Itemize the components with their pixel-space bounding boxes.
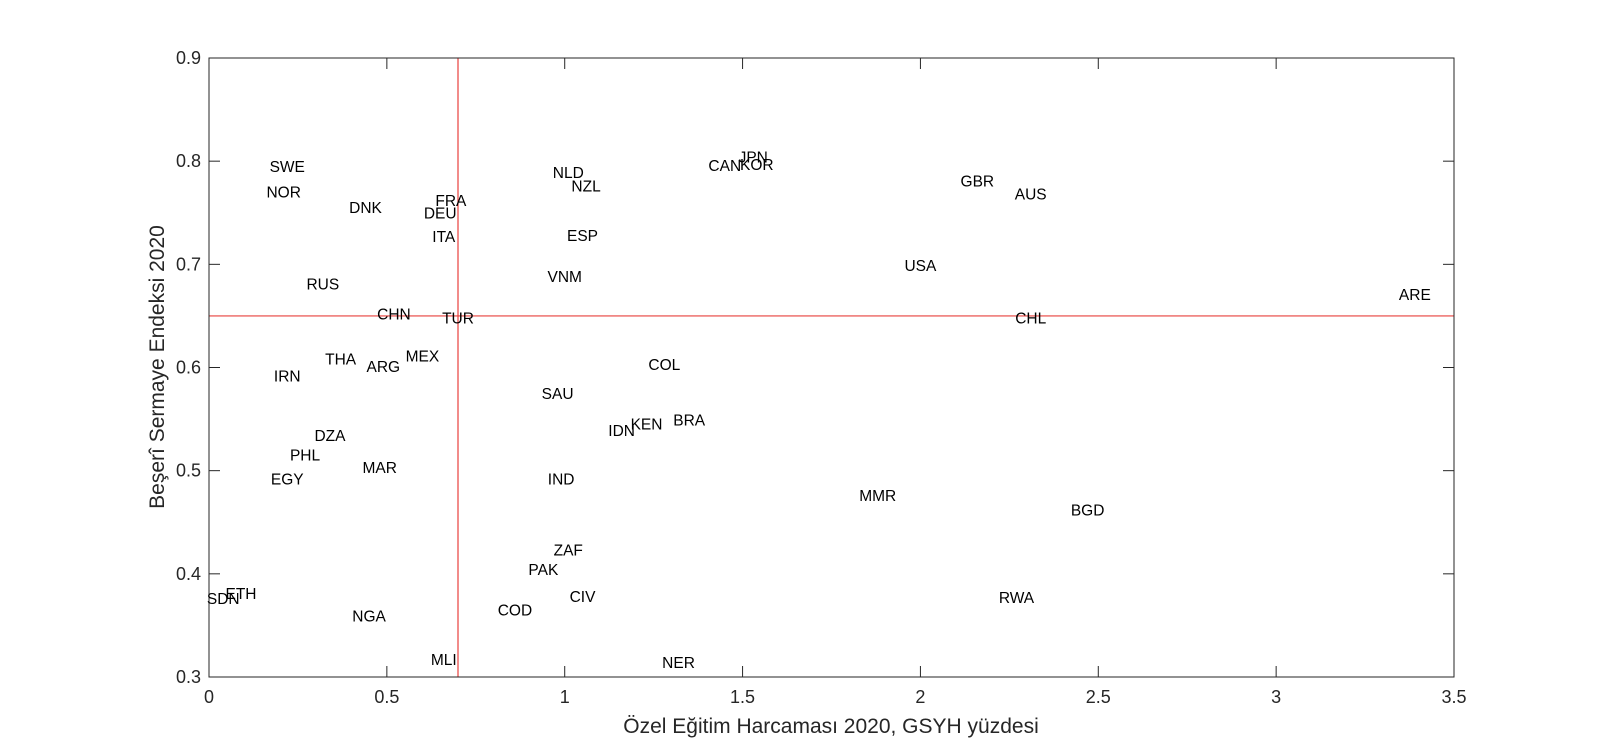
- reference-lines: [209, 58, 1454, 677]
- y-tick-labels: 0.3 0.4 0.5 0.6 0.7 0.8 0.9: [176, 48, 201, 687]
- point-label-can: CAN: [708, 158, 741, 175]
- x-tick-label: 1.5: [730, 687, 755, 707]
- y-axis-label: Beşerî Sermaye Endeksi 2020: [146, 225, 169, 509]
- x-axis-label: Özel Eğitim Harcaması 2020, GSYH yüzdesi: [623, 715, 1039, 738]
- y-tick-label: 0.5: [176, 461, 201, 481]
- point-label-dnk: DNK: [349, 200, 382, 217]
- point-label-rus: RUS: [306, 276, 339, 293]
- point-label-mli: MLI: [431, 652, 457, 669]
- point-label-mmr: MMR: [859, 488, 896, 505]
- point-label-sau: SAU: [542, 386, 574, 403]
- point-label-kor: KOR: [740, 157, 774, 174]
- point-label-deu: DEU: [424, 205, 457, 222]
- point-label-bgd: BGD: [1071, 502, 1105, 519]
- point-label-ner: NER: [662, 655, 695, 672]
- point-label-ind: IND: [548, 471, 575, 488]
- point-label-rwa: RWA: [999, 590, 1035, 607]
- y-tick-label: 0.3: [176, 667, 201, 687]
- x-tick-label: 3: [1271, 687, 1281, 707]
- x-tick-label: 1: [560, 687, 570, 707]
- y-tick-label: 0.4: [176, 564, 201, 584]
- point-label-mex: MEX: [406, 349, 440, 366]
- plot-frame: [208, 57, 1455, 678]
- point-label-nga: NGA: [352, 609, 386, 626]
- point-label-cod: COD: [498, 602, 532, 619]
- point-label-esp: ESP: [567, 228, 598, 245]
- plot-area: [209, 58, 1454, 677]
- x-tick-label: 0.5: [374, 687, 399, 707]
- point-label-col: COL: [648, 357, 680, 374]
- point-label-zaf: ZAF: [554, 543, 583, 560]
- point-label-vnm: VNM: [547, 269, 581, 286]
- point-label-chl: CHL: [1015, 310, 1046, 327]
- point-label-civ: CIV: [570, 589, 597, 606]
- point-label-fra: FRA: [435, 193, 467, 210]
- point-label-bra: BRA: [673, 413, 706, 430]
- point-label-idn: IDN: [608, 423, 635, 440]
- point-label-chn: CHN: [377, 306, 411, 323]
- point-label-egy: EGY: [271, 471, 304, 488]
- x-tick-label: 2.5: [1086, 687, 1111, 707]
- x-tick-label: 2: [915, 687, 925, 707]
- point-label-pak: PAK: [528, 562, 559, 579]
- point-label-nor: NOR: [266, 185, 300, 202]
- point-label-gbr: GBR: [961, 173, 995, 190]
- point-label-phl: PHL: [290, 448, 321, 465]
- point-label-aus: AUS: [1015, 187, 1047, 204]
- point-label-nld: NLD: [553, 165, 584, 182]
- y-tick-label: 0.8: [176, 151, 201, 171]
- point-label-mar: MAR: [363, 460, 397, 477]
- x-tick-label: 0: [204, 687, 214, 707]
- x-tick-labels: 0 0.5 1 1.5 2 2.5 3 3.5: [204, 687, 1467, 707]
- point-label-swe: SWE: [270, 159, 305, 176]
- point-label-dza: DZA: [314, 428, 346, 445]
- point-label-sdn: SDN: [207, 591, 240, 608]
- point-label-are: ARE: [1399, 287, 1431, 304]
- point-label-tha: THA: [325, 352, 357, 369]
- y-tick-label: 0.7: [176, 254, 201, 274]
- point-label-arg: ARG: [367, 359, 401, 376]
- y-tick-label: 0.9: [176, 48, 201, 68]
- point-label-nzl: NZL: [571, 178, 601, 195]
- point-label-jpn: JPN: [739, 150, 768, 167]
- y-tick-label: 0.6: [176, 358, 201, 378]
- point-label-tur: TUR: [442, 310, 474, 327]
- point-label-usa: USA: [904, 258, 937, 275]
- point-label-ita: ITA: [432, 229, 456, 246]
- point-label-eth: ETH: [226, 586, 257, 603]
- point-label-irn: IRN: [274, 368, 301, 385]
- x-tick-label: 3.5: [1441, 687, 1466, 707]
- point-label-ken: KEN: [631, 417, 663, 434]
